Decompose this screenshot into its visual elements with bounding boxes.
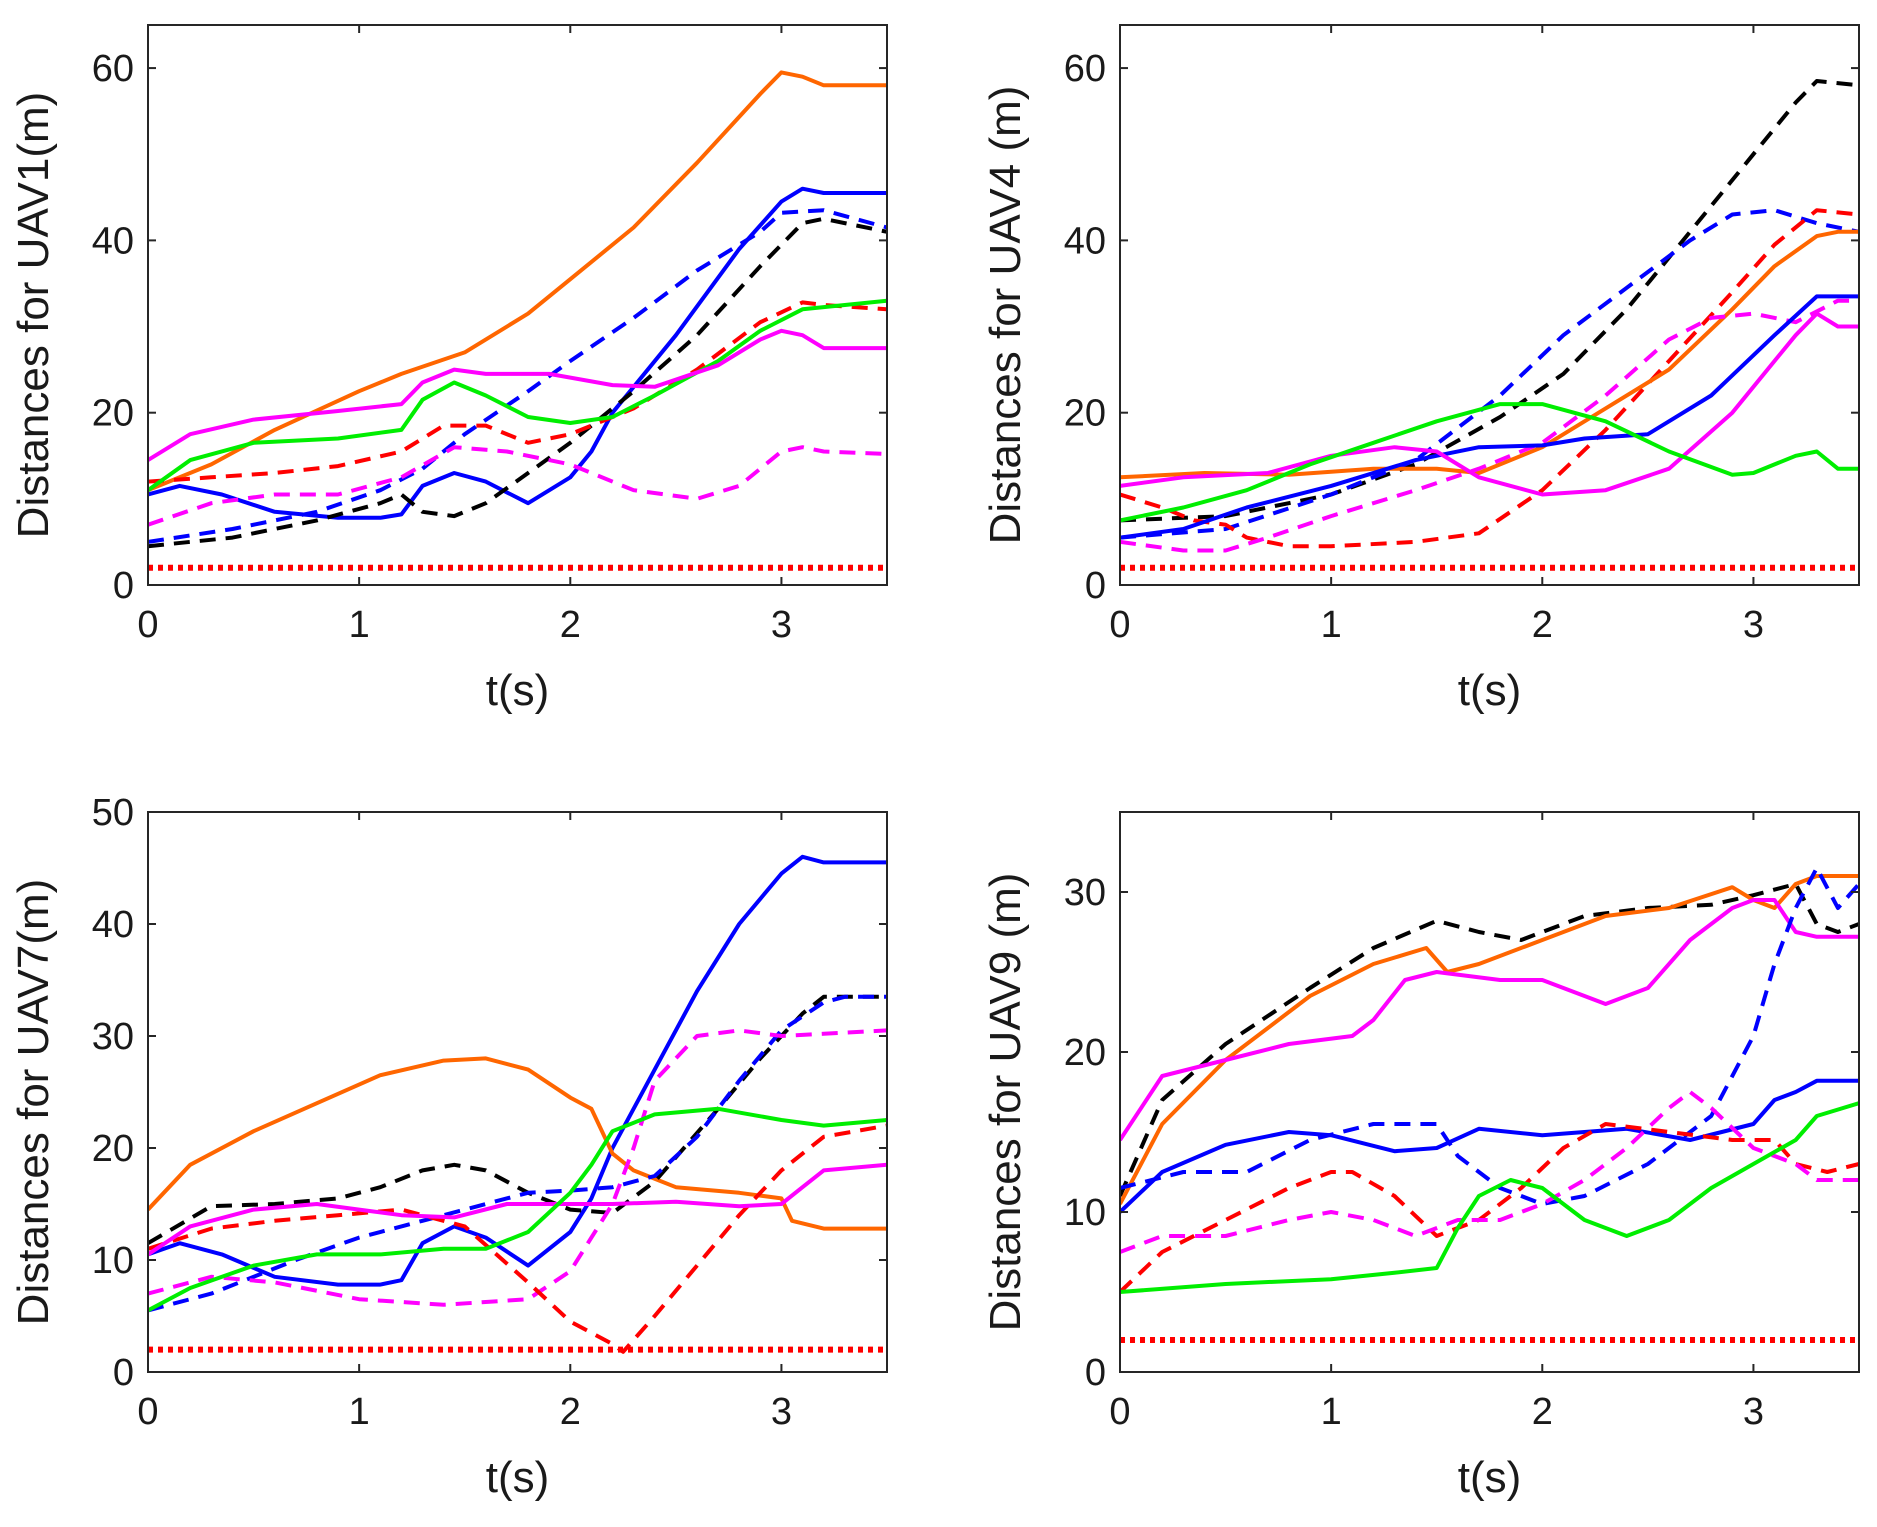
chart-uav9-series-black-dashed bbox=[1120, 882, 1859, 1197]
chart-uav1-ytick-label: 60 bbox=[92, 48, 134, 90]
chart-uav9-xtick-label: 0 bbox=[1109, 1391, 1130, 1433]
chart-uav4-xtick-label: 3 bbox=[1743, 604, 1764, 646]
chart-uav7-xtick-label: 0 bbox=[137, 1391, 158, 1433]
chart-uav1-xlabel: t(s) bbox=[486, 666, 550, 715]
chart-uav7-ytick-label: 10 bbox=[92, 1240, 134, 1282]
chart-uav9-xlabel: t(s) bbox=[1458, 1453, 1522, 1502]
chart-uav1-series-black-dashed bbox=[148, 216, 887, 549]
chart-uav7-ytick-label: 30 bbox=[92, 1016, 134, 1058]
chart-uav7-axes-box bbox=[147, 811, 888, 1373]
chart-uav7-series-magenta-solid bbox=[148, 1162, 887, 1257]
chart-uav1-axes-box bbox=[147, 24, 888, 586]
chart-uav7-series-blue-dashed bbox=[148, 994, 887, 1313]
chart-uav9-ylabel: Distances for UAV9 (m) bbox=[981, 873, 1030, 1332]
chart-uav1-ylabel: Distances for UAV1(m) bbox=[9, 92, 58, 539]
chart-uav7-ytick-label: 0 bbox=[113, 1352, 134, 1394]
chart-uav9-ytick-label: 10 bbox=[1064, 1192, 1106, 1234]
chart-uav1-xtick-label: 3 bbox=[771, 604, 792, 646]
chart-uav1-series-magenta-solid bbox=[148, 328, 887, 462]
chart-uav7-xtick-label: 1 bbox=[349, 1391, 370, 1433]
chart-uav7-series-blue-solid bbox=[148, 854, 887, 1287]
chart-uav9-xtick-label: 3 bbox=[1743, 1391, 1764, 1433]
chart-uav9-series-magenta-solid bbox=[1120, 898, 1859, 1142]
chart-uav1-series-blue-dashed bbox=[148, 208, 887, 544]
chart-uav1-series-orange-solid bbox=[148, 70, 887, 493]
chart-uav4-xlabel: t(s) bbox=[1458, 666, 1522, 715]
chart-uav7-series-group bbox=[148, 854, 887, 1354]
chart-uav4-ytick-label: 20 bbox=[1064, 393, 1106, 435]
chart-uav1-series-red-dashed bbox=[148, 300, 887, 484]
chart-uav7-ylabel: Distances for UAV7(m) bbox=[9, 879, 58, 1326]
chart-uav1-ytick-label: 0 bbox=[113, 565, 134, 607]
chart-uav9-xtick-label: 2 bbox=[1532, 1391, 1553, 1433]
chart-uav4-xtick-label: 2 bbox=[1532, 604, 1553, 646]
chart-uav4-panel: 0 1 2 3 0 20 40 60 t(s) Distances for UAV4 (m) bbox=[981, 24, 1860, 715]
chart-uav4-series-group bbox=[1120, 79, 1859, 571]
chart-uav1-series-green-solid bbox=[148, 298, 887, 492]
chart-uav1-series-magenta-dashed bbox=[148, 445, 887, 527]
chart-uav4-ytick-label: 60 bbox=[1064, 48, 1106, 90]
chart-uav4-series-orange-solid bbox=[1120, 229, 1859, 480]
chart-uav9-xtick-label: 1 bbox=[1321, 1391, 1342, 1433]
chart-uav9-axes-box bbox=[1119, 811, 1860, 1373]
chart-uav7-ytick-label: 20 bbox=[92, 1128, 134, 1170]
chart-uav4-series-blue-dashed bbox=[1120, 208, 1859, 540]
chart-uav4-axes-box bbox=[1119, 24, 1860, 586]
chart-uav4-series-blue-solid bbox=[1120, 294, 1859, 540]
chart-uav7-ytick-label: 40 bbox=[92, 904, 134, 946]
chart-uav9-series-blue-solid bbox=[1120, 1078, 1859, 1214]
chart-uav9-series-green-solid bbox=[1120, 1101, 1859, 1294]
chart-uav4-ytick-label: 0 bbox=[1085, 565, 1106, 607]
chart-uav1-xtick-label: 0 bbox=[137, 604, 158, 646]
chart-uav4-xtick-label: 1 bbox=[1321, 604, 1342, 646]
chart-uav9-ytick-label: 30 bbox=[1064, 872, 1106, 914]
chart-uav4-ytick-label: 40 bbox=[1064, 220, 1106, 262]
chart-uav9-series-blue-dashed bbox=[1120, 866, 1859, 1206]
chart-uav1-panel: 0 1 2 3 0 20 40 60 t(s) Distances for UAV1(m) bbox=[9, 24, 888, 715]
chart-uav7-ytick-label: 50 bbox=[92, 792, 134, 834]
chart-uav9-series-group bbox=[1120, 866, 1859, 1343]
chart-uav7-series-magenta-dashed bbox=[148, 1028, 887, 1307]
chart-uav1-ytick-label: 20 bbox=[92, 393, 134, 435]
chart-uav7-xtick-label: 2 bbox=[560, 1391, 581, 1433]
chart-uav4-series-black-dashed bbox=[1120, 79, 1859, 523]
chart-uav4-series-green-solid bbox=[1120, 402, 1859, 523]
chart-uav1-series-group bbox=[148, 70, 887, 571]
chart-uav1-xtick-label: 2 bbox=[560, 604, 581, 646]
chart-uav1-xtick-label: 1 bbox=[349, 604, 370, 646]
chart-uav7-xlabel: t(s) bbox=[486, 1453, 550, 1502]
chart-uav7-xtick-label: 3 bbox=[771, 1391, 792, 1433]
chart-uav9-series-orange-solid bbox=[1120, 874, 1859, 1205]
chart-uav4-xtick-label: 0 bbox=[1109, 604, 1130, 646]
chart-uav4-ylabel: Distances for UAV4 (m) bbox=[981, 86, 1030, 545]
chart-uav4-series-magenta-solid bbox=[1120, 311, 1859, 497]
chart-uav9-series-red-dashed bbox=[1120, 1122, 1859, 1294]
chart-uav9-ytick-label: 20 bbox=[1064, 1032, 1106, 1074]
chart-uav9-ytick-label: 0 bbox=[1085, 1352, 1106, 1394]
chart-uav7-series-red-dashed bbox=[148, 1123, 887, 1354]
chart-uav7-series-green-solid bbox=[148, 1106, 887, 1313]
chart-uav1-ytick-label: 40 bbox=[92, 220, 134, 262]
chart-uav1-series-blue-solid bbox=[148, 186, 887, 520]
